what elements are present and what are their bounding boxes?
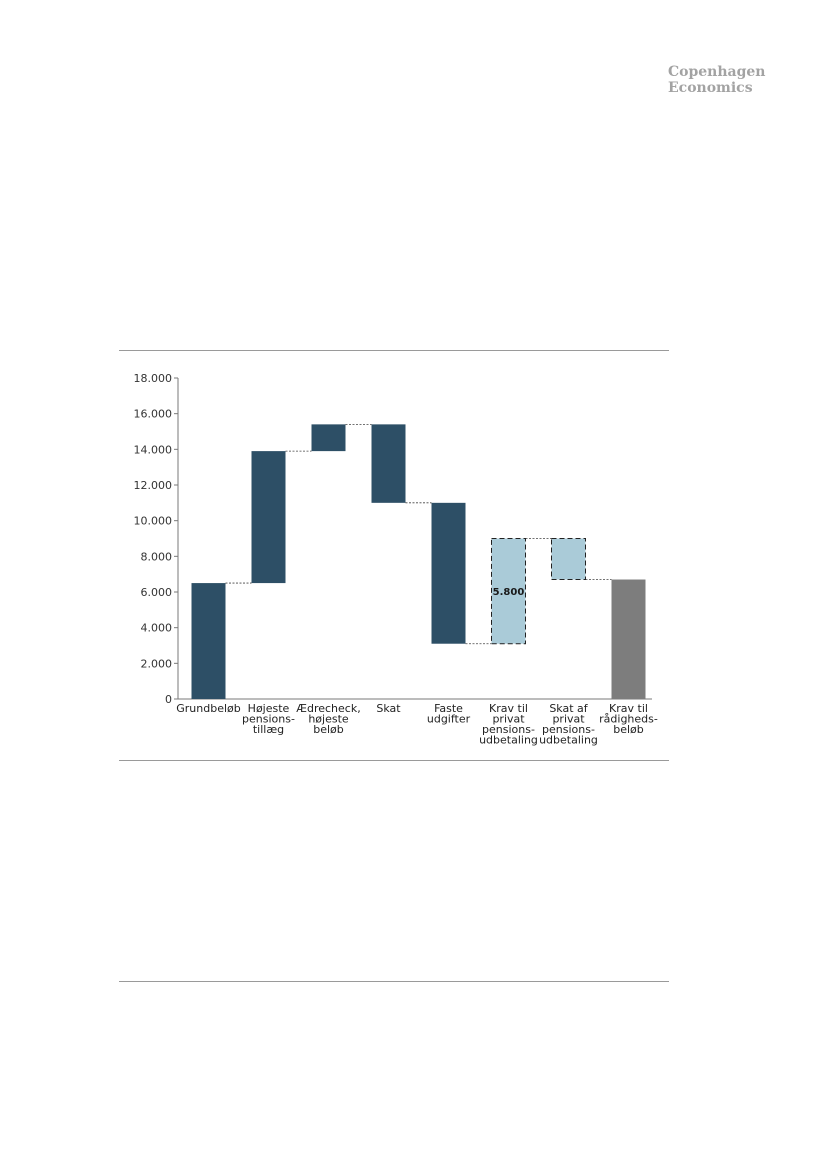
category-label: Faste [434, 702, 463, 715]
y-tick-label: 12.000 [134, 479, 173, 492]
bar [491, 538, 526, 645]
category-label: Grundbeløb [176, 702, 241, 715]
category-label: pensions- [242, 713, 295, 726]
logo-line-2: Economics [668, 80, 753, 96]
y-tick-label: 18.000 [134, 372, 173, 385]
logo-line-1: Copenhagen [668, 64, 766, 80]
category-label: pensions- [542, 723, 595, 736]
y-tick-label: 2.000 [141, 657, 173, 670]
category-label: rådigheds- [599, 713, 658, 726]
company-logo: Copenhagen Economics [668, 64, 765, 96]
category-label: Krav til [609, 702, 648, 715]
y-tick-label: 14.000 [134, 443, 173, 456]
y-tick-label: 10.000 [134, 515, 173, 528]
category-label: privat [552, 713, 585, 726]
category-label: Krav til [489, 702, 528, 715]
category-label: beløb [313, 723, 344, 736]
bar [611, 579, 646, 699]
category-label: pensions- [482, 723, 535, 736]
chart-bottom-rule [119, 760, 669, 761]
category-label: Skat af [549, 702, 588, 715]
category-label: udbetaling [479, 734, 538, 747]
category-label: udgifter [427, 713, 471, 726]
bar [191, 583, 226, 699]
top-rule [119, 350, 669, 351]
y-tick-label: 16.000 [134, 408, 173, 421]
category-label: beløb [613, 723, 644, 736]
category-label: tillæg [253, 723, 284, 736]
section-rule [119, 981, 669, 982]
bar [551, 538, 586, 581]
category-label: højeste [308, 713, 349, 726]
y-tick-label: 0 [165, 693, 172, 706]
category-label: Skat [376, 702, 401, 715]
y-tick-label: 4.000 [141, 622, 173, 635]
bar [431, 502, 466, 644]
bar [371, 424, 406, 503]
category-label: privat [492, 713, 525, 726]
bar [311, 424, 346, 452]
y-tick-label: 6.000 [141, 586, 173, 599]
bar [251, 451, 286, 584]
data-label: 5.800 [493, 587, 525, 598]
category-label: Ædrecheck, [296, 702, 360, 715]
category-label: Højeste [248, 702, 290, 715]
y-tick-label: 8.000 [141, 550, 173, 563]
category-label: udbetaling [539, 734, 598, 747]
